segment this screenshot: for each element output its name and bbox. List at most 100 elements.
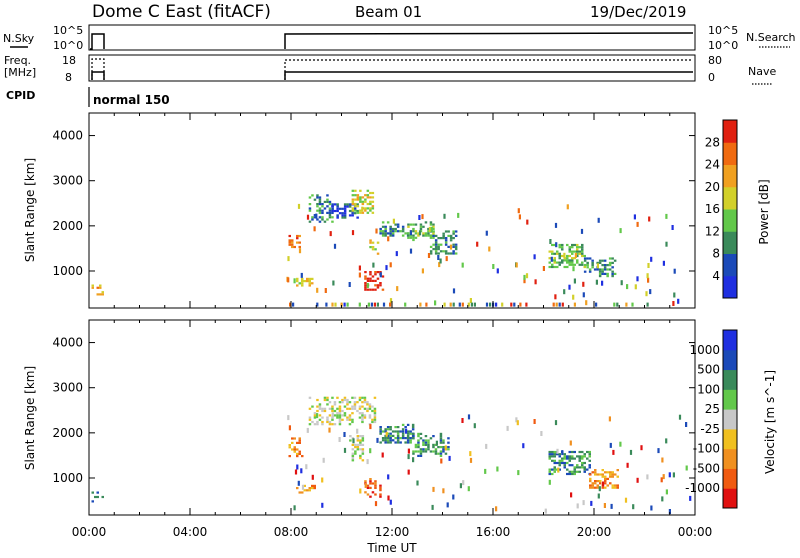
colorbar-segment — [723, 186, 737, 210]
range-gate-cell — [353, 407, 357, 410]
range-gate-cell — [414, 230, 418, 233]
range-gate-cell — [444, 250, 448, 253]
range-gate-cell — [431, 504, 434, 510]
range-gate-cell — [551, 468, 554, 471]
range-gate-cell — [606, 264, 609, 267]
range-gate-cell — [406, 437, 410, 440]
freq-bottom-tick: 8 — [65, 71, 72, 84]
range-gate-cell — [412, 234, 415, 237]
range-gate-cell — [331, 302, 334, 307]
range-gate-cell — [419, 223, 423, 226]
range-gate-cell — [361, 396, 364, 399]
range-gate-cell — [394, 223, 397, 226]
range-gate-cell — [396, 286, 399, 292]
range-gate-cell — [427, 253, 431, 258]
colorbar-segment — [723, 231, 737, 254]
range-gate-cell — [620, 280, 623, 286]
range-gate-cell — [414, 443, 418, 446]
range-gate-cell — [596, 261, 599, 264]
range-gate-cell — [396, 434, 400, 437]
range-gate-cell — [308, 418, 312, 421]
range-gate-cell — [568, 457, 571, 460]
velocity-cbar-label: Velocity [m s^-1] — [763, 370, 777, 474]
range-gate-cell — [444, 241, 448, 244]
range-gate-cell — [364, 198, 367, 201]
range-gate-cell — [328, 407, 332, 410]
range-gate-cell — [442, 234, 445, 237]
range-gate-cell — [449, 239, 453, 242]
range-gate-cell — [311, 420, 314, 424]
range-gate-cell — [407, 223, 410, 226]
range-gate-cell — [548, 250, 551, 253]
range-gate-cell — [323, 409, 327, 413]
range-gate-cell — [556, 265, 559, 269]
range-gate-cell — [343, 396, 347, 399]
time-axis: 00:00 04:00 08:00 12:00 16:00 20:00 00:00 — [72, 525, 713, 539]
range-gate-cell — [379, 430, 382, 433]
range-gate-cell — [364, 480, 367, 483]
range-gate-cell — [566, 468, 569, 471]
range-gate-cell — [561, 261, 564, 264]
colorbar-tick-label: 16 — [705, 202, 720, 216]
range-gate-cell — [434, 239, 438, 242]
range-gate-cell — [581, 252, 584, 255]
range-gate-cell — [586, 264, 589, 267]
range-gate-cell — [356, 437, 360, 440]
range-gate-cell — [434, 300, 437, 306]
range-gate-cell — [447, 230, 450, 233]
range-gate-cell — [356, 209, 359, 213]
range-gate-cell — [594, 473, 597, 476]
colorbar-tick-label: 24 — [705, 158, 720, 172]
colorbar-segment — [723, 349, 737, 371]
range-gate-cell — [336, 416, 339, 419]
range-gate-cell — [444, 237, 448, 240]
range-gate-cell — [432, 248, 435, 251]
range-gate-cell — [556, 453, 559, 456]
range-gate-cell — [363, 398, 367, 402]
range-gate-cell — [359, 443, 362, 446]
range-gate-cell — [558, 252, 561, 255]
range-gate-cell — [391, 227, 395, 231]
range-gate-cell — [650, 256, 653, 262]
range-gate-cell — [665, 241, 668, 247]
range-gate-cell — [373, 407, 377, 410]
velocity-panel: 4000 3000 2000 1000 00:00 04:00 08:00 12:00 16:… — [23, 319, 777, 555]
range-gate-cell — [374, 486, 377, 489]
range-gate-cell — [407, 232, 410, 235]
range-gate-cell — [389, 227, 392, 231]
range-gate-cell — [454, 243, 458, 246]
range-gate-cell — [454, 248, 458, 251]
range-gate-cell — [313, 484, 316, 487]
range-gate-cell — [442, 439, 445, 442]
range-gate-cell — [432, 236, 435, 239]
range-gate-cell — [288, 234, 291, 238]
range-gate-cell — [341, 414, 344, 417]
range-gate-cell — [586, 450, 589, 454]
range-gate-cell — [356, 435, 360, 438]
range-gate-cell — [594, 486, 597, 489]
range-gate-cell — [595, 279, 598, 285]
power-y-axis: 4000 3000 2000 1000 — [52, 113, 696, 308]
range-gate-cell — [308, 407, 312, 410]
range-gate-cell — [364, 271, 367, 274]
range-gate-cell — [411, 428, 415, 431]
range-gate-cell — [594, 469, 597, 472]
range-gate-cell — [369, 202, 372, 206]
range-gate-cell — [354, 189, 357, 192]
range-gate-cell — [391, 439, 395, 442]
range-gate-cell — [321, 502, 324, 508]
range-gate-cell — [338, 407, 342, 410]
colorbar-tick-label: 500 — [697, 363, 720, 377]
range-gate-cell — [555, 302, 558, 307]
range-gate-cell — [417, 232, 420, 235]
range-gate-cell — [417, 234, 420, 237]
range-gate-cell — [461, 418, 464, 423]
colorbar-tick-label: 20 — [705, 180, 720, 194]
range-gate-cell — [323, 396, 327, 399]
range-gate-cell — [434, 248, 438, 251]
range-gate-cell — [412, 450, 415, 453]
range-gate-cell — [558, 459, 561, 462]
range-gate-cell — [364, 277, 367, 280]
range-gate-cell — [606, 471, 609, 474]
range-gate-cell — [298, 248, 302, 254]
